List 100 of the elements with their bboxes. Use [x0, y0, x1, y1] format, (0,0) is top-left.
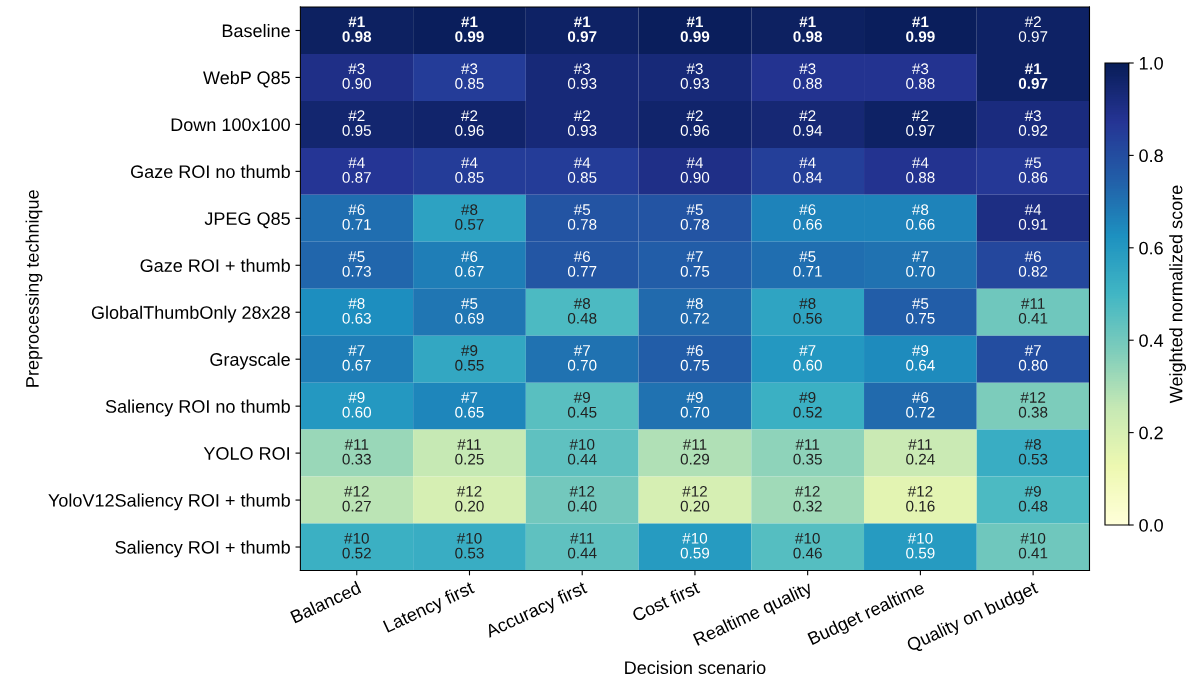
data-label: #7 0.70 [567, 345, 597, 371]
data-label: #2 0.93 [567, 110, 597, 136]
data-label: #7 0.80 [1018, 345, 1048, 371]
data-label: #8 0.48 [567, 298, 597, 324]
data-label: #4 0.87 [342, 157, 371, 183]
data-label: #11 0.33 [342, 439, 371, 465]
color-bar-label: 0.8 [1139, 149, 1163, 163]
data-label: #12 0.38 [1018, 392, 1048, 418]
data-label: #11 0.24 [906, 439, 935, 465]
data-label: #7 0.60 [793, 345, 822, 371]
data-label: #10 0.41 [1018, 532, 1048, 559]
data-label: #6 0.75 [680, 345, 710, 371]
data-label: #1 0.98 [793, 16, 823, 42]
data-label: #9 0.45 [567, 392, 597, 418]
data-label: #4 0.85 [455, 157, 484, 183]
data-label: #8 0.57 [455, 204, 484, 230]
y-tick-label: YOLO ROI [203, 447, 289, 460]
data-label: #3 0.88 [793, 63, 822, 89]
data-label: #8 0.53 [1018, 438, 1048, 465]
color-bar-label: 1.0 [1139, 56, 1163, 70]
data-label: #10 0.53 [455, 532, 484, 559]
data-label: #12 0.27 [342, 485, 371, 512]
data-label: #12 0.32 [793, 485, 822, 512]
data-label: #12 0.20 [455, 485, 484, 512]
data-label: #5 0.86 [1018, 157, 1048, 183]
data-label: #11 0.41 [1018, 298, 1048, 324]
data-label: #10 0.44 [567, 438, 597, 465]
y-tick-label: Saliency ROI + thumb [115, 540, 290, 558]
data-label: #8 0.63 [342, 298, 371, 324]
y-tick-label: Grayscale [210, 352, 290, 370]
data-label: #2 0.97 [906, 110, 935, 136]
data-label: #1 0.98 [342, 16, 372, 42]
data-label: #5 0.78 [567, 204, 597, 230]
data-label: #7 0.70 [906, 251, 935, 277]
data-label: #8 0.56 [793, 298, 822, 324]
data-label: #4 0.90 [680, 157, 710, 183]
data-label: #2 0.94 [793, 110, 823, 136]
data-label: #9 0.60 [342, 392, 372, 418]
color-bar-label: 0.2 [1139, 426, 1163, 440]
color-bar-label: 0.6 [1139, 241, 1163, 255]
data-label: #12 0.20 [680, 485, 710, 512]
y-tick-label: GlobalThumbOnly 28x28 [91, 305, 290, 323]
data-label: #4 0.88 [906, 157, 935, 183]
data-label: #6 0.82 [1018, 251, 1048, 277]
data-label: #3 0.93 [680, 63, 710, 89]
data-label: #3 0.90 [342, 63, 372, 89]
color-bar-label: 0.0 [1139, 518, 1163, 532]
y-tick-label: Gaze ROI no thumb [131, 164, 290, 179]
data-label: #3 0.85 [455, 63, 484, 89]
data-label: #5 0.69 [455, 298, 484, 324]
data-label: #9 0.70 [680, 392, 710, 418]
data-label: #7 0.65 [455, 392, 484, 418]
y-tick-label: YoloV12Saliency ROI + thumb [48, 493, 290, 511]
data-label: #1 0.99 [906, 16, 935, 42]
data-label: #9 0.55 [455, 345, 484, 371]
y-tick-label: Gaze ROI + thumb [140, 258, 290, 272]
data-label: #11 0.25 [455, 439, 484, 465]
data-label: #4 0.84 [793, 157, 823, 183]
data-label: #3 0.88 [906, 63, 935, 89]
data-label: #11 0.29 [680, 439, 710, 465]
data-label: #2 0.96 [680, 110, 710, 136]
data-label: #5 0.71 [793, 251, 822, 277]
data-label: #4 0.91 [1018, 204, 1048, 230]
data-label: #2 0.96 [455, 110, 484, 136]
data-label: #1 0.97 [567, 16, 597, 42]
data-label: #2 0.97 [1018, 16, 1048, 42]
data-label: #6 0.72 [906, 392, 935, 418]
data-label: #6 0.66 [793, 204, 822, 230]
data-label: #10 0.52 [342, 532, 371, 559]
data-label: #1 0.97 [1018, 63, 1048, 89]
data-label: #2 0.95 [342, 110, 371, 136]
data-label: #4 0.85 [567, 157, 597, 183]
data-label: #12 0.16 [906, 485, 935, 512]
color-bar-label: 0.4 [1139, 334, 1164, 347]
data-label: #10 0.59 [680, 532, 710, 559]
data-label: #1 0.99 [680, 16, 710, 42]
data-label: #1 0.99 [455, 16, 484, 42]
data-label: #9 0.64 [906, 345, 935, 371]
data-label: #10 0.59 [906, 532, 935, 559]
data-label: #9 0.48 [1018, 485, 1048, 512]
data-label: #7 0.75 [680, 251, 710, 277]
x-axis-title: Decision scenario [625, 660, 766, 675]
y-tick-label: JPEG Q85 [204, 212, 290, 229]
data-label: #6 0.67 [455, 251, 484, 277]
data-label: #8 0.66 [906, 204, 935, 230]
data-label: #8 0.72 [680, 298, 710, 324]
data-label: #3 0.92 [1018, 110, 1048, 136]
y-tick-label: Baseline [222, 23, 290, 38]
data-label: #12 0.40 [567, 485, 597, 512]
data-label: #9 0.52 [793, 392, 822, 418]
y-axis-title: Preprocessing technique [25, 190, 43, 387]
data-label: #5 0.73 [342, 251, 371, 277]
y-tick-label: Saliency ROI no thumb [105, 399, 290, 417]
y-tick-label: Down 100x100 [171, 118, 290, 132]
data-label: #5 0.78 [680, 204, 710, 230]
color-bar-title: Weighted normalized score [1169, 185, 1187, 404]
data-label: #7 0.67 [342, 345, 371, 371]
x-tick-label: Cost first [631, 580, 701, 622]
data-label: #5 0.75 [906, 298, 935, 324]
data-label: #11 0.35 [793, 439, 822, 465]
